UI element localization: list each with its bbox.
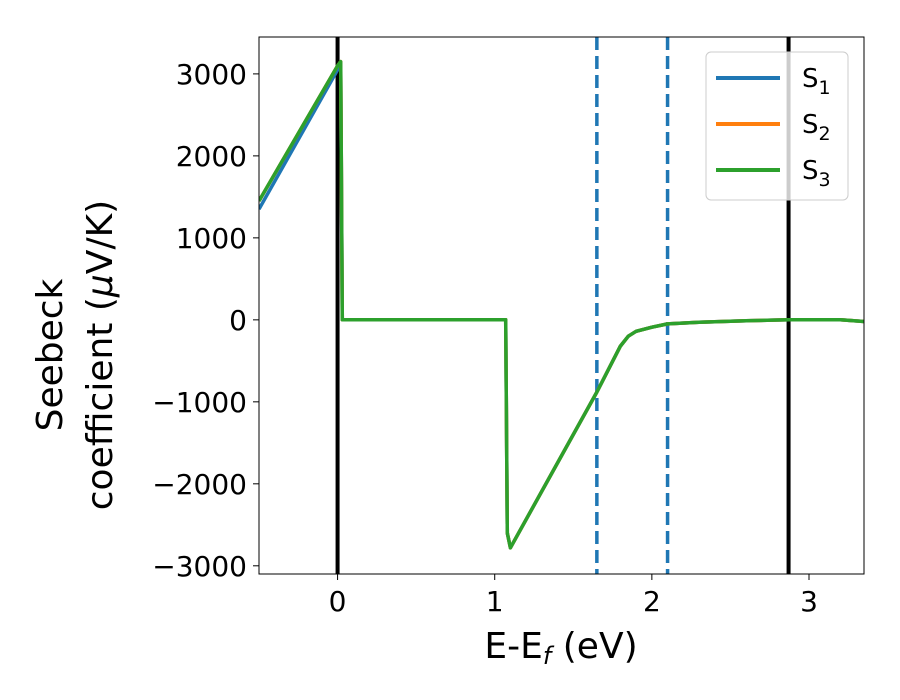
x-tick-label: 3	[800, 585, 818, 618]
y-tick-label: 2000	[176, 140, 247, 173]
plot-frame	[258, 36, 865, 575]
legend: S1 S2 S3	[705, 51, 849, 201]
x-tick-label: 0	[329, 585, 347, 618]
legend-label-s3: S3	[802, 156, 831, 191]
legend-label-s1: S1	[802, 64, 831, 99]
y-tick-label: −3000	[152, 550, 247, 583]
series-line-s3	[259, 59, 864, 550]
y-axis-title-line1: Seebeck	[30, 278, 71, 431]
x-axis-ticks: 0 1 2 3	[329, 574, 818, 618]
x-tick-label: 1	[486, 585, 504, 618]
legend-label-s2: S2	[802, 110, 831, 145]
y-tick-label: 0	[229, 304, 247, 337]
y-axis-title-line2: coefficient (μV/K)	[80, 200, 121, 510]
y-tick-label: −2000	[152, 468, 247, 501]
y-axis-title: Seebeck coefficient (μV/K)	[30, 200, 121, 510]
series-layer	[259, 59, 864, 550]
y-tick-label: −1000	[152, 386, 247, 419]
y-tick-label: 1000	[176, 222, 247, 255]
x-tick-label: 2	[643, 585, 661, 618]
y-tick-label: 3000	[176, 58, 247, 91]
y-axis-ticks: −3000 −2000 −1000 0 1000 2000 3000	[152, 58, 259, 583]
x-axis-title: E-Ef (eV)	[484, 626, 637, 670]
